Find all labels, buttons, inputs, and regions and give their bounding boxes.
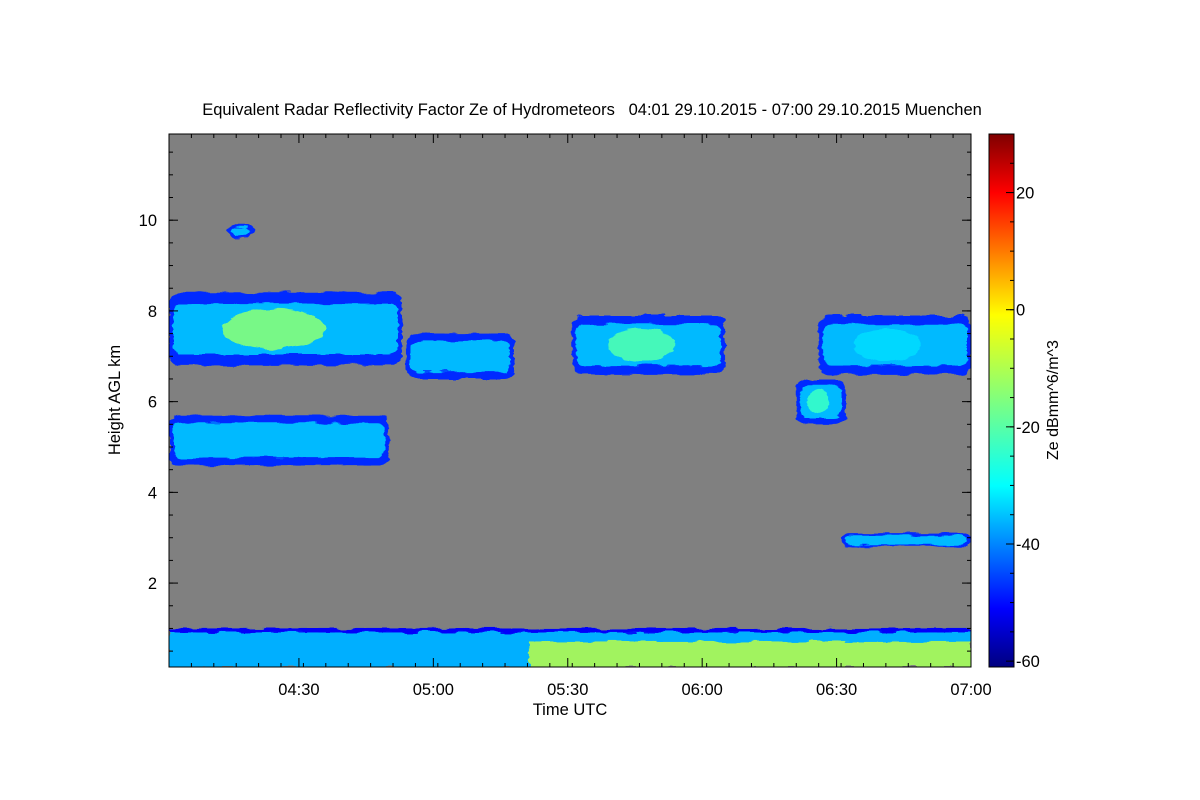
echo-cirrus-fragment xyxy=(227,224,255,239)
x-tick-label: 04:30 xyxy=(278,681,319,699)
plot-frame xyxy=(168,133,972,668)
x-tick-label: 05:00 xyxy=(413,681,454,699)
colorbar-tick-label: -20 xyxy=(1016,419,1040,437)
colorbar-tick-label: -60 xyxy=(1016,653,1040,671)
echo-low-thin-layer xyxy=(841,533,971,547)
plot-background xyxy=(169,134,971,667)
colorbar-axis: 20 0 -20 -40 -60 xyxy=(1006,133,1040,671)
echo-upper-cloud-layer-2 xyxy=(406,333,514,379)
colorbar-label: Ze dBmm^6/m^3 xyxy=(1045,340,1062,460)
x-axis-label: Time UTC xyxy=(533,701,608,719)
chart-title: Equivalent Radar Reflectivity Factor Ze … xyxy=(202,101,982,119)
echo-falling-cell xyxy=(796,378,846,425)
x-tick-label: 06:00 xyxy=(682,681,723,699)
colorbar-tick-label: 20 xyxy=(1016,185,1034,203)
y-tick-label: 10 xyxy=(139,212,157,230)
y-tick-label: 6 xyxy=(148,394,157,412)
x-axis: 04:30 05:00 05:30 06:00 06:30 07:00 xyxy=(168,134,992,699)
x-tick-label: 07:00 xyxy=(950,681,991,699)
x-tick-label: 05:30 xyxy=(547,681,588,699)
y-tick-label: 8 xyxy=(148,303,157,321)
echo-mid-cloud-layer xyxy=(169,415,389,466)
y-axis: 2 4 6 8 10 xyxy=(139,151,971,652)
echo-upper-cloud-layer-4 xyxy=(818,315,971,375)
colorbar-tick-label: -40 xyxy=(1016,536,1040,554)
colorbar-tick-label: 0 xyxy=(1016,302,1025,320)
echo-boundary-layer xyxy=(169,628,971,667)
y-tick-label: 2 xyxy=(148,575,157,593)
x-tick-label: 06:30 xyxy=(816,681,857,699)
y-tick-label: 4 xyxy=(148,484,157,502)
plot-area xyxy=(169,134,971,667)
echo-upper-cloud-layer-1 xyxy=(169,292,402,366)
echo-upper-cloud-layer-3 xyxy=(572,315,725,375)
y-axis-label: Height AGL km xyxy=(106,345,124,455)
colorbar xyxy=(988,133,1015,668)
